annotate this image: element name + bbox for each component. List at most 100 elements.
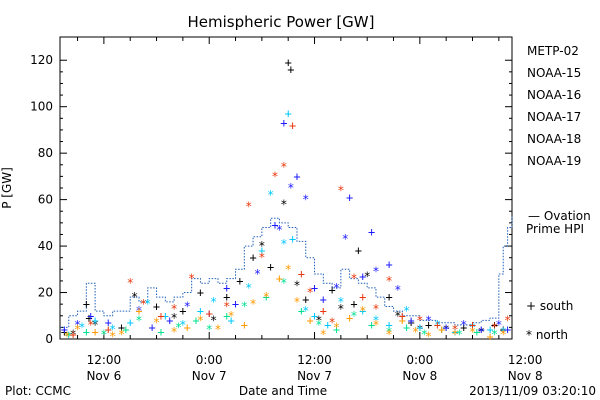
noaa-17-north-point: * [100,327,107,341]
metp-02-south-point: + [285,56,292,70]
noaa-17-south-point: + [83,325,90,339]
y-axis-label: P [GW] [0,167,14,209]
noaa-19-north-point: * [170,302,177,316]
noaa-17-north-point: * [135,313,142,327]
noaa-19-south-point: + [434,318,441,332]
noaa-16-south-point: + [162,309,169,323]
metp-02-north-point: * [364,269,371,283]
noaa-16-south-point: + [416,320,423,334]
metp-02-south-point: + [85,311,92,325]
noaa-15-north-point: * [394,283,401,297]
noaa-17-north-point: * [206,323,213,337]
noaa-16-south-point: + [285,107,292,121]
noaa-18-north-point: * [74,323,81,337]
metp-02-north-point: * [478,325,485,339]
noaa-18-north-point: * [214,323,221,337]
noaa-19-south-point: + [206,306,213,320]
noaa-16-north-point: * [372,313,379,327]
ovation-line-group [60,215,513,328]
noaa-18-north-point: * [285,262,292,276]
noaa-19-north-point: * [223,299,230,313]
metp-02-north-point: * [210,313,217,327]
metp-02-south-point: + [236,274,243,288]
y-tick-label: 40 [38,239,53,253]
metp-02-south-point: + [61,325,68,339]
x-tick-label-time: 0:00 [406,353,433,367]
legend-entry: NOAA-15 [527,66,581,80]
noaa-18-north-point: * [372,318,379,332]
noaa-15-south-point: + [61,323,68,337]
noaa-17-north-point: * [456,327,463,341]
noaa-17-north-point: * [175,320,182,334]
noaa-15-north-point: * [495,318,502,332]
metp-02-south-point: + [267,260,274,274]
noaa-18-north-point: * [359,304,366,318]
noaa-15-south-point: + [443,320,450,334]
noaa-17-north-point: * [421,327,428,341]
noaa-16-north-point: * [109,323,116,337]
noaa-19-north-point: * [127,276,134,290]
noaa-15-south-point: + [280,116,287,130]
x-tick-label-time: 0:00 [196,353,223,367]
noaa-19-north-point: * [451,323,458,337]
plot-area-frame [59,36,513,340]
noaa-19-north-point: * [416,313,423,327]
footer-right: 2013/11/09 03:20:10 [469,384,596,398]
metp-02-south-point: + [118,320,125,334]
noaa-16-north-point: * [337,295,344,309]
noaa-15-north-point: * [333,281,340,295]
metp-02-north-point: * [280,197,287,211]
y-tick-label: 0 [45,332,53,346]
metp-02-south-point: + [223,290,230,304]
metp-02-south-point: + [491,318,498,332]
metp-02-north-point: * [91,318,98,332]
legend: METP-02 NOAA-15 NOAA-16 NOAA-17 NOAA-18 NOAA-… [527,44,581,168]
noaa-15-north-point: * [135,304,142,318]
noaa-18-south-point: + [486,330,493,344]
metp-02-south-point: + [355,244,362,258]
noaa-15-south-point: + [223,281,230,295]
noaa-16-north-point: * [78,320,85,334]
metp-02-south-point: + [249,251,256,265]
noaa-16-south-point: + [289,232,296,246]
noaa-17-south-point: + [333,323,340,337]
noaa-17-south-point: + [368,318,375,332]
metp-02-north-point: * [315,313,322,327]
noaa-19-north-point: * [280,160,287,174]
noaa-18-south-point: + [399,313,406,327]
noaa-16-north-point: * [280,237,287,251]
noaa-16-south-point: + [258,244,265,258]
noaa-15-south-point: + [293,169,300,183]
noaa-18-north-point: * [386,327,393,341]
noaa-16-south-point: + [228,313,235,327]
noaa-16-north-point: * [179,318,186,332]
noaa-19-north-point: * [245,200,252,214]
noaa-17-south-point: + [473,325,480,339]
noaa-16-south-point: + [324,318,331,332]
noaa-18-south-point: + [307,313,314,327]
noaa-18-north-point: * [333,320,340,334]
metp-02-north-point: * [170,311,177,325]
noaa-19-north-point: * [140,297,147,311]
noaa-17-north-point: * [65,330,72,344]
noaa-16-north-point: * [267,188,274,202]
noaa-18-north-point: * [197,313,204,327]
noaa-18-north-point: * [153,316,160,330]
noaa-16-south-point: + [359,304,366,318]
noaa-19-south-point: + [70,327,77,341]
noaa-16-south-point: + [127,316,134,330]
noaa-18-north-point: * [249,297,256,311]
noaa-18-north-point: * [320,327,327,341]
noaa-17-north-point: * [280,276,287,290]
metp-02-south-point: + [350,297,357,311]
noaa-18-north-point: * [118,327,125,341]
noaa-15-north-point: * [287,181,294,195]
metp-02-south-point: + [287,63,294,77]
noaa-18-south-point: + [91,325,98,339]
noaa-18-north-point: * [451,327,458,341]
noaa-15-south-point: + [407,313,414,327]
noaa-15-south-point: + [346,190,353,204]
noaa-15-north-point: * [460,318,467,332]
legend-entry: NOAA-17 [527,110,581,124]
